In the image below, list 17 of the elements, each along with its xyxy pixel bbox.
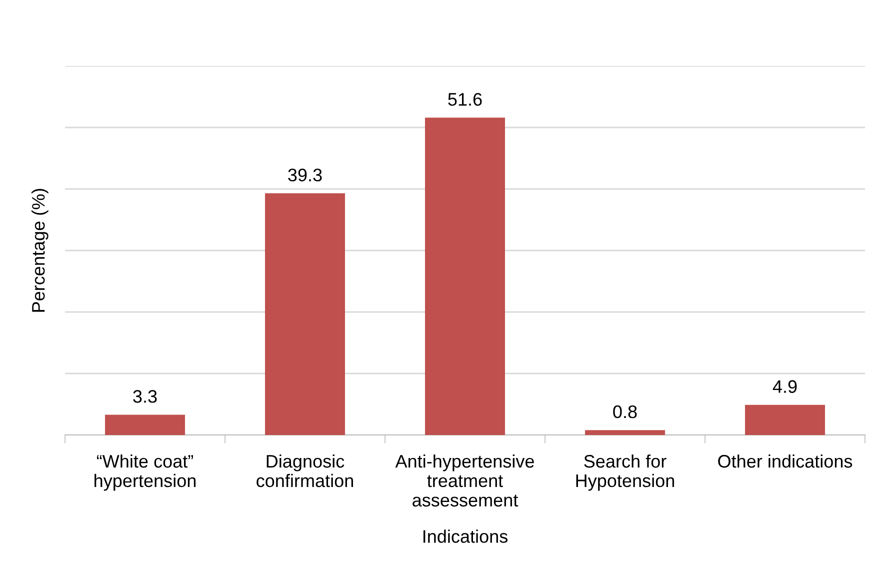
bar: [105, 414, 185, 435]
x-tick-label: “White coat” hypertension: [94, 454, 196, 491]
data-label: 0.8: [613, 405, 637, 418]
data-label: 39.3: [288, 168, 322, 182]
bar: [425, 118, 505, 435]
x-axis-title: Indications: [424, 530, 508, 543]
data-label: 3.3: [133, 390, 157, 403]
x-tick-label: Search for Hypotension: [576, 454, 674, 491]
data-label: 51.6: [448, 92, 482, 106]
x-tick-label: Diagnosic confirmation: [256, 454, 354, 488]
bar: [585, 430, 665, 435]
bar: [745, 404, 825, 435]
y-axis-title: Percentage (%): [32, 188, 48, 312]
x-tick-label: Anti-hypertensive treatment assessement: [395, 454, 534, 507]
data-label: 4.9: [772, 380, 797, 393]
bar: [265, 193, 345, 435]
x-tick-label: Other indications: [718, 454, 852, 468]
